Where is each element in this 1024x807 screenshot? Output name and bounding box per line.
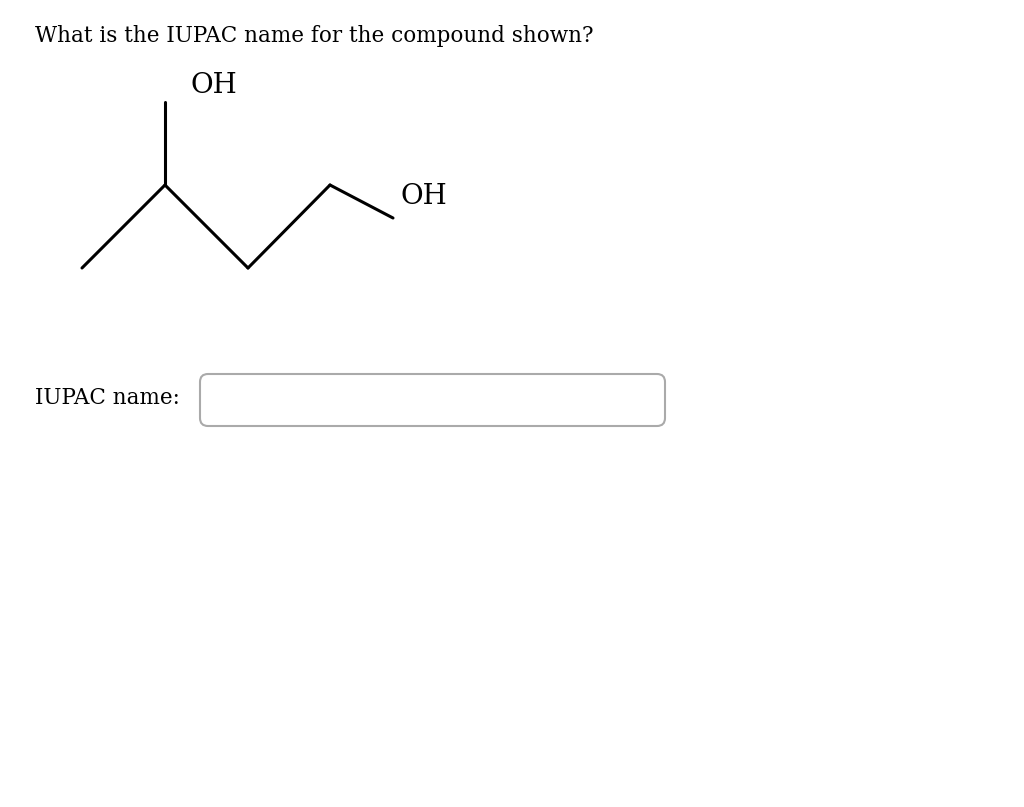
FancyBboxPatch shape [200,374,665,426]
Text: IUPAC name:: IUPAC name: [35,387,180,409]
Text: OH: OH [400,183,446,211]
Text: OH: OH [190,72,237,99]
Text: What is the IUPAC name for the compound shown?: What is the IUPAC name for the compound … [35,25,594,47]
